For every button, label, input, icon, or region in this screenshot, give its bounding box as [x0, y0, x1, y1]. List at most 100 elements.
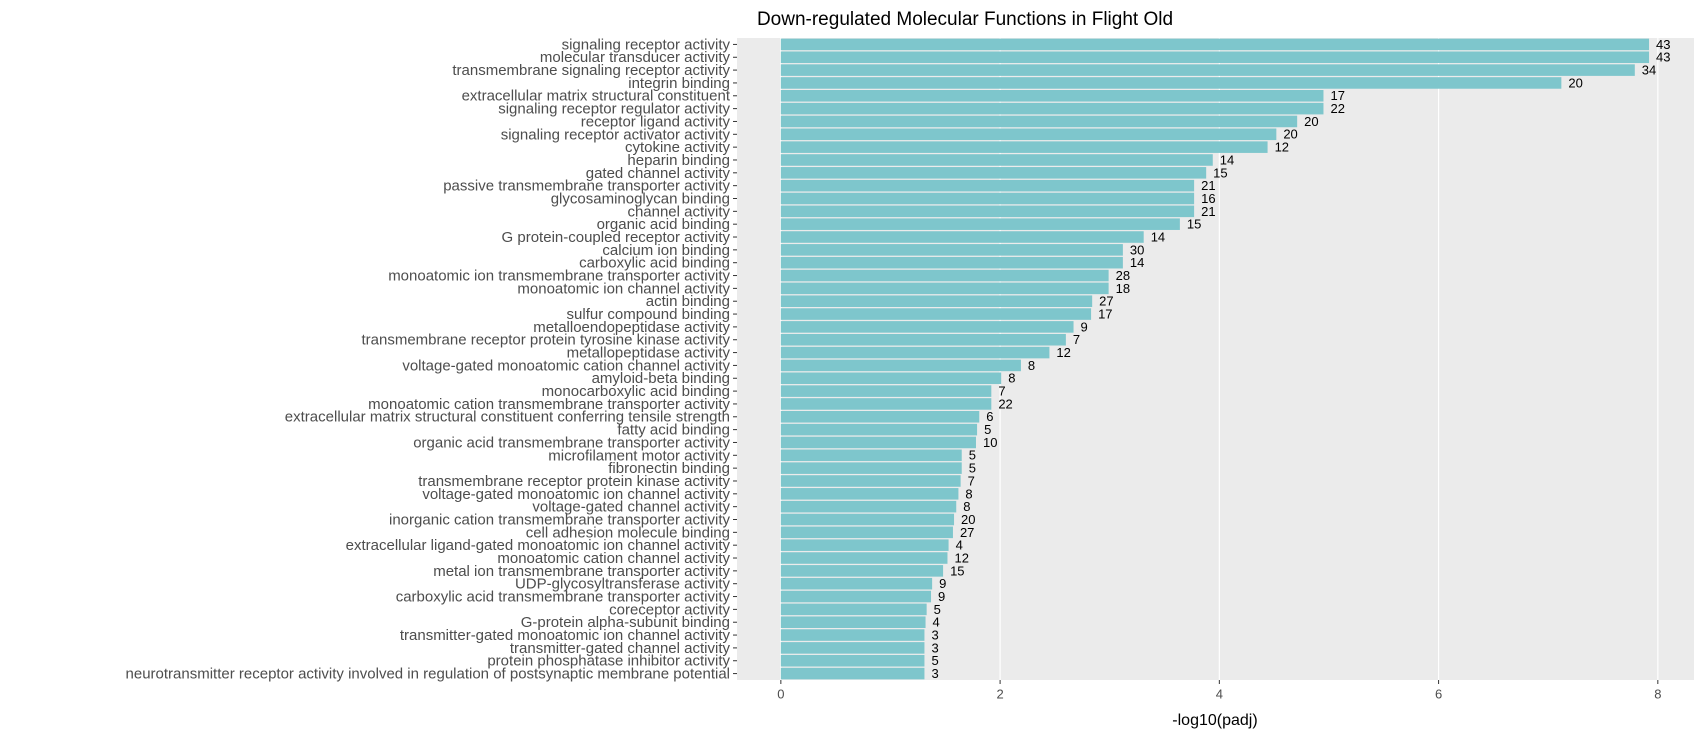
y-tick-label: organic acid transmembrane transporter a… — [413, 434, 730, 451]
y-tick-label: cell adhesion molecule binding — [526, 524, 730, 541]
y-tick-label: cytokine activity — [625, 139, 731, 156]
y-tick-label: monocarboxylic acid binding — [542, 383, 730, 400]
y-tick-label: signaling receptor activator activity — [501, 126, 731, 143]
bar — [780, 539, 949, 551]
x-axis-label: -log10(padj) — [1172, 712, 1257, 729]
count-label: 6 — [986, 409, 993, 424]
y-tick-label: extracellular ligand-gated monoatomic io… — [346, 537, 731, 554]
count-label: 17 — [1098, 306, 1112, 321]
count-label: 17 — [1330, 88, 1344, 103]
bar — [780, 577, 933, 590]
y-tick-label: neurotransmitter receptor activity invol… — [126, 666, 730, 683]
y-tick-label: receptor ligand activity — [581, 113, 731, 130]
count-label: 4 — [956, 538, 963, 553]
count-label: 43 — [1656, 50, 1670, 65]
bar — [780, 282, 1109, 295]
x-tick-label: 8 — [1654, 686, 1661, 701]
count-label: 3 — [931, 627, 938, 642]
bar — [780, 616, 926, 628]
x-tick-label: 0 — [777, 686, 784, 701]
y-tick-label: UDP-glycosyltransferase activity — [515, 576, 731, 593]
bar — [780, 115, 1298, 128]
count-label: 22 — [1330, 101, 1344, 116]
y-tick-label: fibronectin binding — [608, 460, 730, 477]
y-tick-label: heparin binding — [627, 152, 730, 169]
y-tick-label: sulfur compound binding — [567, 306, 730, 323]
count-label: 5 — [969, 448, 976, 463]
y-tick-label: carboxylic acid transmembrane transporte… — [396, 589, 731, 606]
bar — [780, 141, 1268, 153]
count-label: 21 — [1201, 204, 1215, 219]
y-tick-label: extracellular matrix structural constitu… — [285, 409, 730, 426]
count-label: 27 — [1099, 294, 1113, 309]
bar — [780, 590, 932, 603]
y-tick-label: transmitter-gated monoatomic ion channel… — [400, 627, 731, 644]
count-label: 14 — [1151, 229, 1165, 244]
y-tick-label: voltage-gated channel activity — [532, 499, 730, 516]
y-tick-label: transmembrane receptor protein tyrosine … — [362, 332, 731, 349]
bar — [780, 552, 948, 564]
count-label: 9 — [1081, 319, 1088, 334]
count-label: 34 — [1642, 63, 1656, 78]
bar — [780, 154, 1213, 166]
y-tick-label: signaling receptor activity — [562, 36, 731, 53]
bar — [780, 256, 1123, 269]
count-label: 5 — [934, 602, 941, 617]
y-tick-label: metallopeptidase activity — [567, 345, 731, 362]
count-label: 15 — [1213, 165, 1227, 180]
y-tick-label: inorganic cation transmembrane transport… — [389, 511, 730, 528]
count-label: 15 — [950, 563, 964, 578]
bar — [780, 205, 1195, 218]
y-tick-label: microfilament motor activity — [548, 447, 730, 464]
count-label: 9 — [938, 589, 945, 604]
count-label: 10 — [983, 435, 997, 450]
y-tick-label: voltage-gated monoatomic ion channel act… — [422, 486, 730, 503]
bar — [780, 475, 961, 487]
y-tick-label: amyloid-beta binding — [592, 370, 730, 387]
count-label: 43 — [1656, 37, 1670, 52]
bar — [780, 565, 944, 577]
bar — [780, 629, 925, 641]
bar — [780, 526, 953, 539]
count-label: 14 — [1130, 255, 1144, 270]
y-tick-label: monoatomic ion transmembrane transporter… — [388, 268, 730, 285]
count-label: 3 — [931, 666, 938, 681]
count-label: 22 — [998, 396, 1012, 411]
count-label: 20 — [1283, 127, 1297, 142]
count-label: 8 — [1008, 371, 1015, 386]
count-label: 12 — [954, 550, 968, 565]
bar — [780, 436, 976, 449]
y-tick-label: molecular transducer activity — [540, 49, 731, 66]
y-tick-label: extracellular matrix structural constitu… — [462, 88, 731, 105]
bar — [780, 411, 980, 423]
y-tick-label: metalloendopeptidase activity — [533, 319, 730, 336]
count-label: 20 — [961, 512, 975, 527]
bar — [780, 642, 925, 654]
count-label: 20 — [1304, 114, 1318, 129]
bar — [780, 449, 962, 462]
count-label: 5 — [984, 422, 991, 437]
y-tick-label: voltage-gated monoatomic cation channel … — [402, 357, 730, 374]
bar — [780, 192, 1195, 205]
y-tick-label: signaling receptor regulator activity — [498, 101, 730, 118]
count-label: 7 — [1073, 332, 1080, 347]
y-tick-label: protein phosphatase inhibitor activity — [487, 653, 730, 670]
count-label: 5 — [931, 653, 938, 668]
bar — [780, 346, 1050, 359]
bar — [780, 128, 1277, 141]
y-tick-label: monoatomic cation transmembrane transpor… — [368, 396, 730, 413]
bar — [780, 398, 992, 410]
y-tick-label: calcium ion binding — [602, 242, 730, 259]
chart-title: Down-regulated Molecular Functions in Fl… — [757, 9, 1173, 30]
bar — [780, 385, 992, 397]
y-tick-label: G-protein alpha-subunit binding — [521, 614, 730, 631]
bar — [780, 423, 978, 436]
count-label: 21 — [1201, 178, 1215, 193]
bar — [780, 321, 1074, 333]
y-tick-label: transmembrane receptor protein kinase ac… — [418, 473, 730, 490]
y-tick-label: organic acid binding — [597, 216, 730, 233]
y-tick-label: channel activity — [627, 203, 730, 220]
y-tick-label: fatty acid binding — [617, 422, 730, 439]
bar — [780, 654, 925, 667]
count-label: 8 — [965, 486, 972, 501]
